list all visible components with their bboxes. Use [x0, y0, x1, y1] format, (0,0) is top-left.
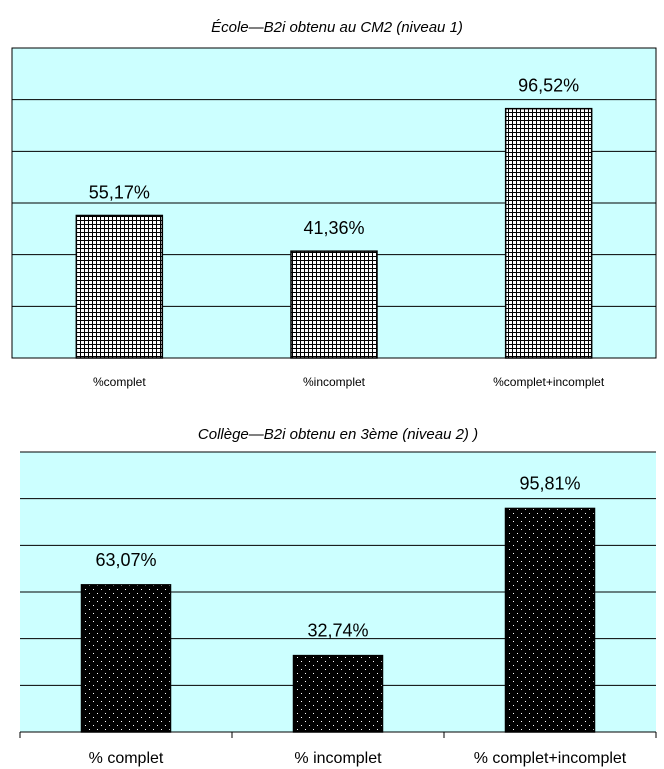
chart-ecole-tick-labels: %complet %incomplet %complet+incomplet: [93, 375, 605, 389]
chart-ecole-tick-label: %complet: [93, 375, 146, 389]
chart-ecole-bar: [290, 250, 378, 359]
chart-ecole-bar: [75, 214, 164, 359]
chart-ecole-value-label: 55,17%: [89, 182, 150, 202]
chart-ecole-value-label: 41,36%: [303, 218, 364, 238]
chart-college-axis-ticks: [19, 732, 657, 738]
chart-college-value-label: 32,74%: [307, 621, 368, 641]
chart-ecole-tick-label: %incomplet: [303, 375, 366, 389]
chart-ecole-value-label: 96,52%: [518, 76, 579, 96]
chart-ecole-bar: [504, 107, 593, 359]
chart-college-bar: [292, 654, 384, 733]
chart-college-tick-label: % complet: [89, 750, 164, 767]
chart-college: Collège—B2i obtenu en 3ème (niveau 2) ) …: [19, 426, 657, 767]
chart-ecole: École—B2i obtenu au CM2 (niveau 1) 55,17…: [11, 19, 657, 389]
chart-college-title: Collège—B2i obtenu en 3ème (niveau 2) ): [198, 426, 478, 443]
chart-ecole-value-labels: 55,17% 41,36% 96,52%: [89, 76, 579, 238]
chart-ecole-tick-label: %complet+incomplet: [493, 375, 605, 389]
chart-college-bars: [80, 507, 596, 733]
chart-college-tick-label: % complet+incomplet: [474, 750, 627, 767]
chart-ecole-bars: [75, 107, 593, 359]
chart-college-value-label: 63,07%: [95, 550, 156, 570]
chart-college-tick-labels: % complet % incomplet % complet+incomplet: [89, 750, 627, 767]
chart-college-bar: [504, 507, 596, 733]
chart-college-value-labels: 63,07% 32,74% 95,81%: [95, 473, 580, 640]
chart-ecole-title: École—B2i obtenu au CM2 (niveau 1): [211, 19, 463, 36]
chart-college-tick-label: % incomplet: [294, 750, 382, 767]
chart-college-bar: [80, 584, 172, 733]
chart-college-value-label: 95,81%: [519, 473, 580, 493]
